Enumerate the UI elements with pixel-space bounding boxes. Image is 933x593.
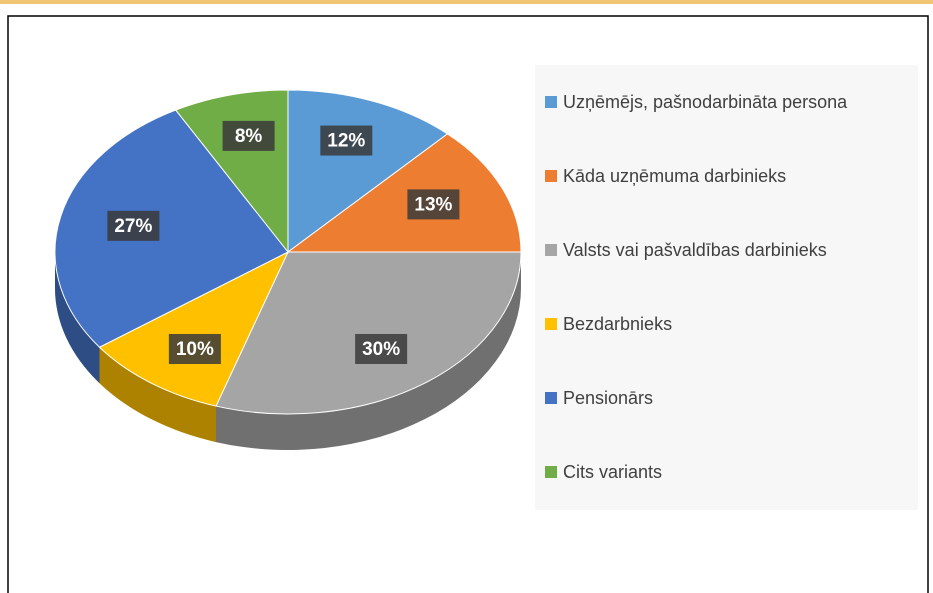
data-label: 13% xyxy=(414,194,452,215)
data-label-box xyxy=(407,189,460,220)
data-label-box xyxy=(222,120,275,151)
data-label-box xyxy=(107,210,160,241)
data-label: 30% xyxy=(362,339,400,360)
frame xyxy=(7,15,929,593)
legend-swatch xyxy=(545,466,557,478)
slice-side-shade xyxy=(55,252,100,384)
data-label: 12% xyxy=(327,131,365,152)
top-strip xyxy=(0,0,933,4)
legend-swatch xyxy=(545,392,557,404)
data-label-box xyxy=(355,333,408,364)
legend-label: Valsts vai pašvaldības darbinieks xyxy=(563,240,827,260)
legend-label: Kāda uzņēmuma darbinieks xyxy=(563,166,786,186)
slice xyxy=(215,251,522,415)
data-label-box xyxy=(320,125,373,156)
legend-label: Cits variants xyxy=(563,462,662,482)
slice-side xyxy=(55,252,100,384)
legend-label: Uzņēmējs, pašnodarbināta persona xyxy=(563,92,848,112)
slice-side-shade xyxy=(215,252,522,451)
legend-label: Pensionārs xyxy=(563,388,653,408)
legend-swatch xyxy=(545,318,557,330)
legend-swatch xyxy=(545,96,557,108)
slice-side xyxy=(215,252,522,451)
slice xyxy=(54,109,289,348)
data-label: 10% xyxy=(176,339,214,360)
data-label: 27% xyxy=(114,216,152,237)
legend: Uzņēmējs, pašnodarbināta persona Kāda uzņ… xyxy=(545,92,848,482)
slice xyxy=(98,250,290,407)
pie-tops xyxy=(54,89,522,415)
data-label-box xyxy=(168,333,221,364)
data-label: 8% xyxy=(235,126,263,147)
legend-panel xyxy=(535,65,918,510)
slice xyxy=(286,133,522,253)
legend-label: Bezdarbnieks xyxy=(563,314,672,334)
legend-swatch xyxy=(545,244,557,256)
legend-swatch xyxy=(545,170,557,182)
data-labels: 12% 13% 30% 10% 27% 8% xyxy=(107,120,460,364)
